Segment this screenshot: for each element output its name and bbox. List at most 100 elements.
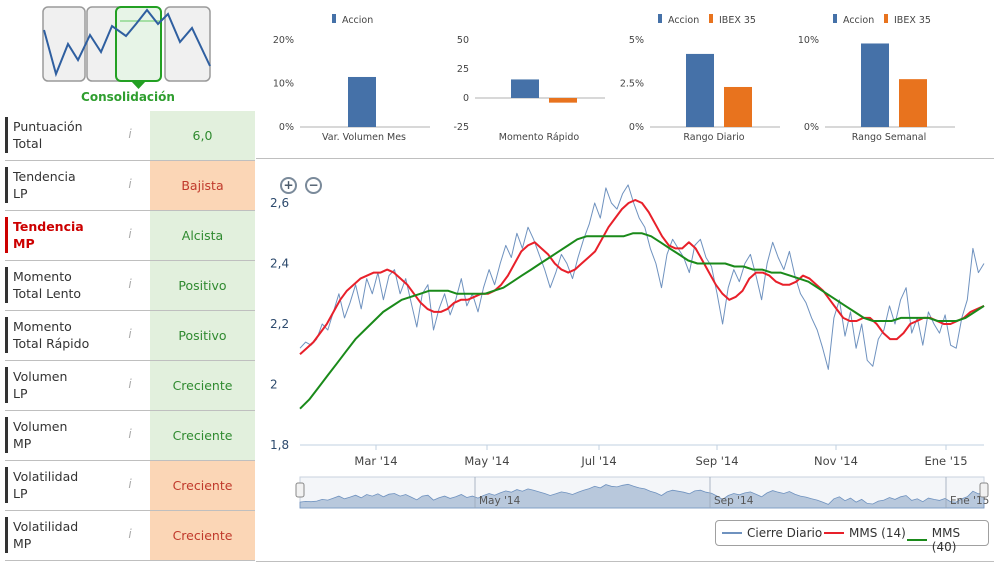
price-chart[interactable]: 2,6 2,4 2,2 2 1,8 Mar '14 May '14 Jul '14 Sep '1… [256, 165, 995, 564]
phase-box-4[interactable] [164, 6, 211, 82]
phase-pointer-icon [131, 81, 146, 89]
indicator-label-line2: MP [13, 436, 32, 451]
info-icon[interactable]: i [128, 527, 132, 541]
indicator-value: Creciente [150, 511, 255, 560]
indicator-row[interactable]: Momento Total Rápido i Positivo [5, 311, 255, 361]
indicator-label: Volumen MP [5, 411, 150, 460]
info-icon[interactable]: i [128, 327, 132, 341]
legend-item-mms40[interactable]: MMS (40) [907, 526, 988, 554]
consolidation-phase-icon[interactable] [0, 0, 256, 92]
y-tick-label: 20% [273, 35, 294, 46]
phase-sparkline [43, 8, 211, 78]
legend-swatch [658, 14, 662, 23]
mini-chart: Accion IBEX 35 50 25 0 -25 Momento Rápido [453, 14, 756, 143]
y-tick-label: 50 [457, 35, 469, 46]
navigator-handle[interactable] [295, 482, 305, 498]
info-icon[interactable]: i [128, 377, 132, 391]
indicator-row[interactable]: Tendencia MP i Alcista [5, 211, 255, 261]
y-tick-label: 0 [463, 93, 469, 104]
indicator-row[interactable]: Volatilidad MP i Creciente [5, 511, 255, 561]
bar [861, 43, 889, 128]
indicator-label-line1: Volumen [13, 369, 68, 384]
bar [686, 53, 714, 127]
y-tick-label: 0% [629, 122, 644, 133]
indicator-label: Volatilidad MP [5, 511, 150, 560]
indicator-value: Alcista [150, 211, 255, 260]
indicator-label-line2: Total [13, 136, 43, 151]
info-icon[interactable]: i [128, 177, 132, 191]
indicator-panel: Consolidación Puntuación Total i 6,0 Tendenc… [0, 0, 256, 564]
indicator-label-line1: Tendencia [13, 219, 84, 234]
zoom-in-icon[interactable]: + [280, 177, 297, 194]
phase-label: Consolidación [81, 90, 175, 104]
mini-chart: Accion 20% 10% 0% Var. Volumen Mes [273, 14, 430, 143]
navigator-tick-label: Ene '15 [950, 495, 989, 507]
indicator-value: Positivo [150, 261, 255, 310]
x-tick-label: Jul '14 [580, 454, 616, 468]
y-tick-label: 0% [804, 122, 819, 133]
indicator-label: Momento Total Lento [5, 261, 150, 310]
info-icon[interactable]: i [128, 427, 132, 441]
indicator-value: 6,0 [150, 111, 255, 160]
indicator-label-line2: LP [13, 386, 28, 401]
indicator-value: Bajista [150, 161, 255, 210]
bar [511, 79, 539, 98]
legend-label: Accion [843, 15, 874, 26]
legend-item-cierre[interactable]: Cierre Diario [722, 526, 822, 540]
y-tick-label: 5% [629, 35, 644, 46]
chart-title: Rango Semanal [852, 132, 927, 143]
legend-label: MMS (14) [849, 526, 906, 540]
indicator-label: Puntuación Total [5, 111, 150, 160]
series-line [299, 199, 985, 356]
indicator-value: Creciente [150, 461, 255, 510]
chart-title: Momento Rápido [499, 132, 580, 143]
phase-box-1[interactable] [42, 6, 86, 82]
legend-label: MMS (40) [931, 526, 961, 554]
y-tick-label: 2,4 [270, 257, 289, 271]
y-tick-label: 10% [798, 35, 819, 46]
indicator-label-line1: Volatilidad [13, 469, 79, 484]
y-tick-label: 2.5% [620, 79, 644, 90]
legend-label: Accion [342, 15, 373, 26]
zoom-out-icon[interactable]: − [305, 177, 322, 194]
indicator-label-line2: MP [13, 536, 32, 551]
y-tick-label: 2 [270, 378, 278, 392]
bar [724, 86, 752, 127]
legend-swatch [332, 14, 336, 23]
indicator-row[interactable]: Tendencia LP i Bajista [5, 161, 255, 211]
navigator-handle[interactable] [979, 482, 989, 498]
indicator-row[interactable]: Puntuación Total i 6,0 [5, 111, 255, 161]
indicator-label-line1: Puntuación [13, 119, 83, 134]
info-icon[interactable]: i [128, 277, 132, 291]
indicator-label-line1: Momento [13, 319, 72, 334]
legend-label: Accion [668, 15, 699, 26]
chart-title: Var. Volumen Mes [322, 132, 406, 143]
bar [348, 76, 376, 127]
legend-swatch [907, 539, 927, 541]
indicator-label: Tendencia MP [5, 211, 150, 260]
series-line [299, 184, 985, 370]
info-icon[interactable]: i [128, 127, 132, 141]
indicator-label-line2: Total Rápido [13, 336, 90, 351]
indicator-row[interactable]: Volumen MP i Creciente [5, 411, 255, 461]
x-tick-label: Ene '15 [924, 454, 967, 468]
indicator-row[interactable]: Momento Total Lento i Positivo [5, 261, 255, 311]
bar [549, 98, 577, 103]
indicator-row[interactable]: Volumen LP i Creciente [5, 361, 255, 411]
indicator-label-line1: Volumen [13, 419, 68, 434]
legend-item-mms14[interactable]: MMS (14) [824, 526, 906, 540]
indicator-label-line2: MP [13, 236, 35, 251]
x-tick-label: Nov '14 [814, 454, 858, 468]
navigator-tick-label: Sep '14 [714, 495, 754, 507]
divider [256, 158, 994, 159]
legend-label: Cierre Diario [747, 526, 823, 540]
indicator-label-line2: LP [13, 486, 28, 501]
x-tick-label: May '14 [464, 454, 509, 468]
series-line [299, 232, 985, 410]
info-icon[interactable]: i [128, 477, 132, 491]
y-tick-label: 10% [273, 79, 294, 90]
indicator-row[interactable]: Volatilidad LP i Creciente [5, 461, 255, 511]
info-icon[interactable]: i [128, 227, 132, 241]
